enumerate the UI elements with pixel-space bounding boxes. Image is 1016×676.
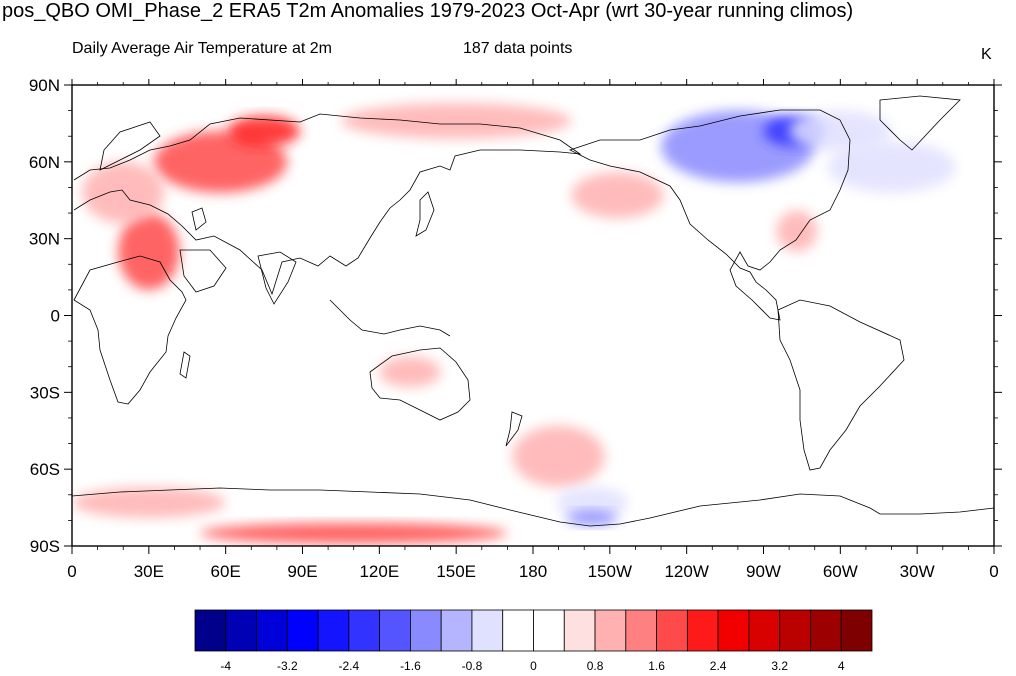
anomaly-region-europe-warm: [82, 161, 165, 224]
x-tick-label: 0: [989, 562, 998, 581]
colorbar-swatch: [348, 609, 381, 652]
x-tick-label: 120E: [359, 562, 399, 581]
coast-scandinavia: [99, 121, 161, 171]
coast-south-america: [777, 299, 905, 471]
plot-subtitle-count: 187 data points: [463, 40, 573, 57]
anomaly-region-australia-warm: [379, 356, 441, 388]
x-tick-label: 30E: [134, 562, 164, 581]
coast-indonesia: [329, 299, 451, 337]
anomaly-region-middle-east-warm: [118, 213, 180, 290]
x-tick-label: 180: [519, 562, 547, 581]
coast-india: [257, 251, 297, 305]
colorbar-swatch: [656, 609, 688, 652]
x-tick-label: 60W: [823, 562, 858, 581]
y-tick-label: 60N: [29, 153, 60, 172]
coast-australia: [369, 347, 471, 421]
colorbar-label: -1.6: [400, 659, 421, 673]
colorbar-swatch: [410, 609, 442, 652]
x-tick-label: 120W: [664, 562, 708, 581]
colorbar-swatch: [717, 609, 750, 652]
x-tick-label: 0: [67, 562, 76, 581]
anomaly-region-eastern-us-warm: [776, 210, 818, 252]
x-tick-label: 30W: [900, 562, 935, 581]
coastlines: [72, 95, 994, 527]
colorbar-label: -3.2: [277, 659, 298, 673]
colorbar-swatch: [440, 609, 473, 652]
plot-title: pos_QBO OMI_Phase_2 ERA5 T2m Anomalies 1…: [2, 0, 854, 22]
axes: 0 30E 60E 90E 120E 150E 180 150W 120W 90W 60W 30W 09…: [29, 76, 1002, 581]
colorbar-swatch: [625, 609, 657, 652]
x-tick-label: 150E: [436, 562, 476, 581]
coast-caspian: [191, 207, 207, 231]
colorbar-label: 3.2: [771, 659, 788, 673]
colorbar-swatch: [810, 609, 842, 652]
anomaly-region-siberia-arctic-warm: [340, 102, 572, 139]
colorbar-swatch: [471, 609, 504, 652]
colorbar-label: 0.8: [587, 659, 604, 673]
coast-greenland: [879, 95, 961, 151]
y-tick-label: 90S: [30, 537, 60, 556]
colorbar-label: -4: [220, 659, 231, 673]
x-tick-label: 60E: [211, 562, 241, 581]
coast-madagascar: [179, 351, 191, 379]
y-tick-label: 0: [51, 307, 60, 326]
colorbar-label: 2.4: [710, 659, 727, 673]
colorbar-swatch: [594, 609, 627, 652]
colorbar-swatch: [686, 609, 719, 652]
colorbar-label: 4: [838, 659, 845, 673]
y-tick-label: 30N: [29, 230, 60, 249]
colorbar-swatch: [317, 609, 350, 652]
colorbar-swatch: [286, 609, 319, 652]
colorbar-label: -2.4: [339, 659, 360, 673]
coast-japan: [415, 191, 435, 237]
plot-units: K: [981, 46, 992, 63]
colorbar-swatch: [563, 609, 596, 652]
colorbar: -4 -3.2 -2.4 -1.6 -0.8 0 0.8 1.6 2.4 3.2 4: [194, 609, 873, 673]
colorbar-swatch: [840, 609, 873, 652]
x-tick-label: 90W: [746, 562, 781, 581]
colorbar-swatch: [194, 609, 227, 652]
colorbar-swatch: [256, 609, 288, 652]
coast-arabia: [179, 249, 227, 293]
anomaly-region-greenland-cold: [789, 110, 892, 152]
anomaly-region-north-atlantic-cold: [827, 141, 956, 193]
anomaly-region-antarctic-warm-east: [200, 522, 508, 544]
colorbar-swatch: [533, 609, 565, 652]
anomaly-region-south-pacific-warm: [512, 425, 605, 488]
colorbar-label: 0: [530, 659, 537, 673]
x-tick-label: 150W: [588, 562, 632, 581]
anomaly-region-western-russia-warm: [153, 131, 288, 193]
y-tick-label: 90N: [29, 76, 60, 95]
x-tick-label: 90E: [287, 562, 317, 581]
plot-subtitle-variable: Daily Average Air Temperature at 2m: [72, 40, 332, 57]
colorbar-swatch: [225, 609, 257, 652]
coast-new-zealand: [505, 411, 523, 447]
y-tick-label: 30S: [30, 383, 60, 402]
coast-antarctica: [72, 487, 994, 527]
anomaly-region-ross-ice-cold: [566, 510, 618, 526]
colorbar-swatch: [379, 609, 411, 652]
anomaly-region-northern-siberia-warm: [228, 115, 300, 147]
anomaly-region-ross-sea-cold: [556, 487, 628, 518]
anomaly-region-southern-ocean-warm: [72, 487, 226, 518]
colorbar-label: -0.8: [462, 659, 483, 673]
colorbar-swatch: [779, 609, 811, 652]
anomaly-field: [72, 102, 956, 544]
colorbar-label: 1.6: [648, 659, 665, 673]
coast-north-america: [568, 109, 851, 321]
y-tick-label: 60S: [30, 460, 60, 479]
coast-africa: [73, 255, 187, 405]
anomaly-region-north-pacific-warm: [571, 172, 664, 219]
colorbar-swatch: [502, 609, 534, 652]
colorbar-swatch: [748, 609, 781, 652]
coast-eurasia: [73, 113, 582, 296]
